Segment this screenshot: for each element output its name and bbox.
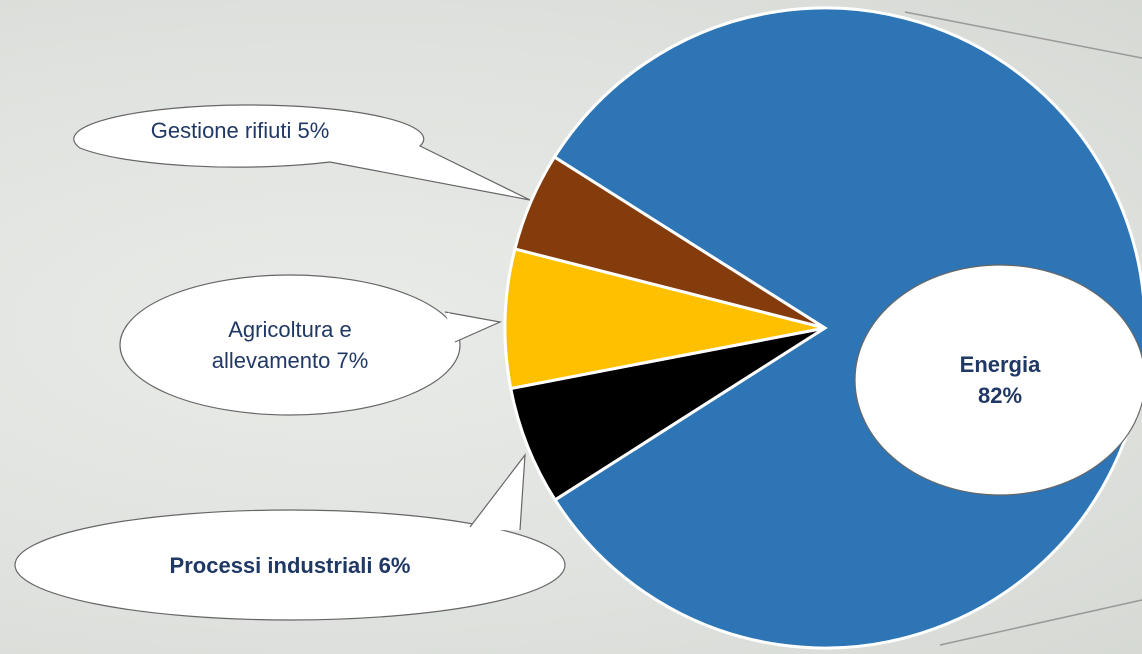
callout-agricoltura (119, 274, 461, 416)
value-label: 82% (977, 383, 1023, 408)
data-label: Gestione rifiuti 5% (80, 105, 400, 155)
pie-slice (503, 247, 826, 391)
callout-gestione (73, 104, 531, 201)
category-name: Agricoltura e allevamento (211, 317, 352, 373)
value-label: 6% (378, 552, 411, 578)
pie-slice (509, 326, 826, 503)
leader-line (939, 599, 1142, 646)
leader-line (904, 11, 1142, 59)
category-name: Processi industriali (169, 552, 373, 578)
category-name: Gestione rifiuti (150, 117, 292, 143)
data-label: Processi industriali 6% (40, 540, 540, 590)
callout-tail-cover (446, 312, 457, 342)
category-name: Energia (959, 352, 1041, 377)
callout-tail (444, 311, 503, 343)
value-label: 7% (336, 348, 369, 373)
callout-processi (14, 509, 566, 621)
data-label: Energia 82% (870, 320, 1130, 440)
data-label: Agricoltura e allevamento 7% (150, 290, 430, 400)
callout-energia (854, 264, 1142, 496)
callout-tail-cover (471, 526, 520, 531)
callouts (14, 104, 1142, 621)
value-label: 5% (297, 117, 330, 143)
callout-tail (469, 453, 526, 531)
